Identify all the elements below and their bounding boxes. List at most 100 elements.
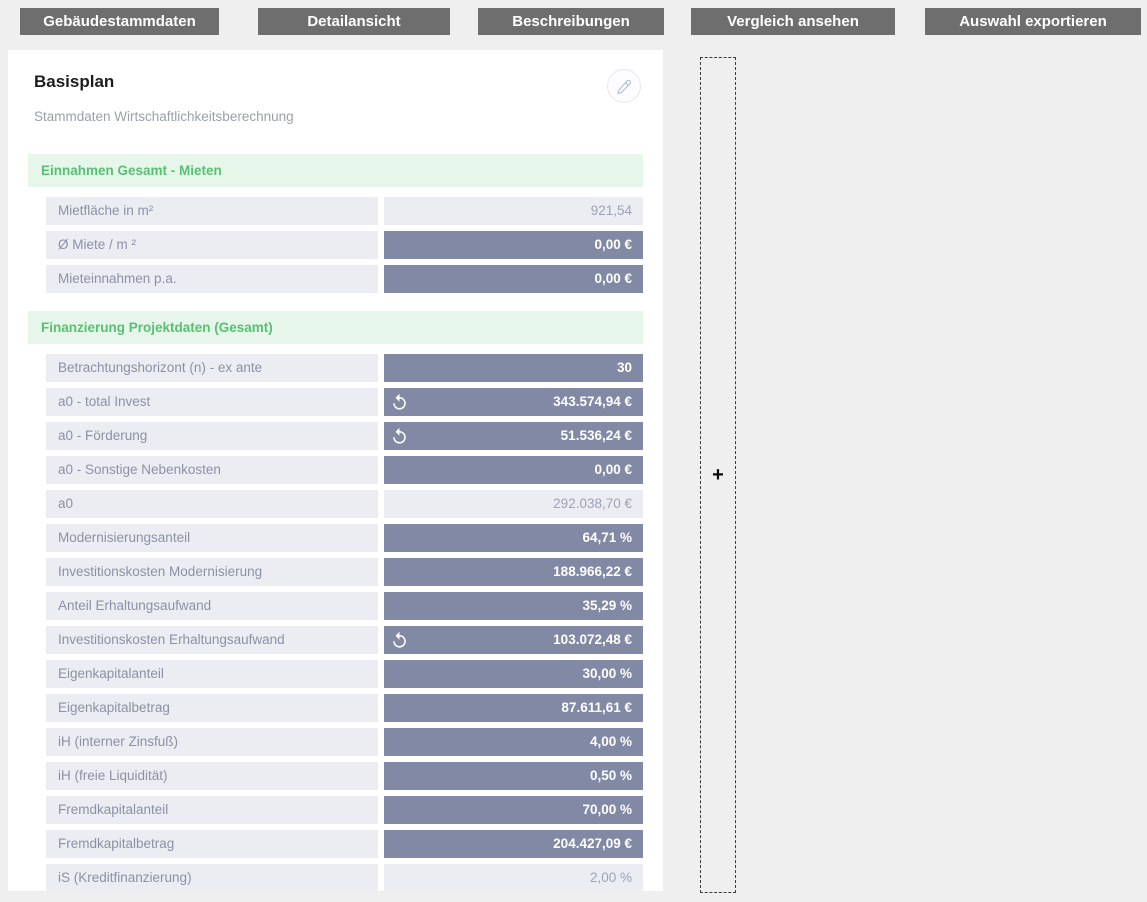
field-value: 4,00 % xyxy=(589,734,632,749)
field-label: iH (freie Liquidität) xyxy=(46,762,378,790)
field-value: 30,00 % xyxy=(582,666,632,681)
field-label: Betrachtungshorizont (n) - ex ante xyxy=(46,354,378,382)
field-label: a0 xyxy=(46,490,378,518)
pencil-icon xyxy=(617,79,631,94)
button-beschreibungen[interactable]: Beschreibungen xyxy=(478,8,664,35)
section-header: Finanzierung Projektdaten (Gesamt) xyxy=(28,311,643,344)
value-field[interactable]: 204.427,09 € xyxy=(384,830,643,858)
field-row: Mietfläche in m² 921,54 xyxy=(46,197,643,225)
field-row: Investitionskosten Erhaltungsaufwand 103… xyxy=(46,626,643,654)
field-row: Betrachtungshorizont (n) - ex ante 30 xyxy=(46,354,643,382)
plan-sections: Einnahmen Gesamt - Mieten Mietfläche in … xyxy=(8,154,663,891)
field-label: a0 - Förderung xyxy=(46,422,378,450)
field-label: Anteil Erhaltungsaufwand xyxy=(46,592,378,620)
section-rows: Mietfläche in m² 921,54 Ø Miete / m ² 0,… xyxy=(8,197,663,293)
value-field[interactable]: 70,00 % xyxy=(384,796,643,824)
field-value: 103.072,48 € xyxy=(553,632,632,647)
field-value: 292.038,70 € xyxy=(553,496,632,511)
value-field[interactable]: 87.611,61 € xyxy=(384,694,643,722)
field-row: a0 - Sonstige Nebenkosten 0,00 € xyxy=(46,456,643,484)
field-row: iH (interner Zinsfuß) 4,00 % xyxy=(46,728,643,756)
field-row: Eigenkapitalbetrag 87.611,61 € xyxy=(46,694,643,722)
field-row: Modernisierungsanteil 64,71 % xyxy=(46,524,643,552)
section-rows: Betrachtungshorizont (n) - ex ante 30 a0… xyxy=(8,354,663,891)
field-value: 70,00 % xyxy=(582,802,632,817)
value-field[interactable]: 103.072,48 € xyxy=(384,626,643,654)
field-label: a0 - total Invest xyxy=(46,388,378,416)
field-value: 51.536,24 € xyxy=(560,428,632,443)
value-field[interactable]: 64,71 % xyxy=(384,524,643,552)
value-field[interactable]: 0,00 € xyxy=(384,456,643,484)
field-value: 921,54 xyxy=(590,203,632,218)
plan-title: Basisplan xyxy=(34,72,115,91)
field-label: Eigenkapitalanteil xyxy=(46,660,378,688)
plus-icon: + xyxy=(712,464,724,486)
value-field[interactable]: 0,00 € xyxy=(384,265,643,293)
field-label: iS (Kreditfinanzierung) xyxy=(46,864,378,891)
value-field[interactable]: 188.966,22 € xyxy=(384,558,643,586)
field-label: Mieteinnahmen p.a. xyxy=(46,265,378,293)
field-label: Investitionskosten Modernisierung xyxy=(46,558,378,586)
plan-section: Einnahmen Gesamt - Mieten Mietfläche in … xyxy=(8,154,663,293)
value-field[interactable]: 51.536,24 € xyxy=(384,422,643,450)
field-value: 35,29 % xyxy=(582,598,632,613)
field-row: Eigenkapitalanteil 30,00 % xyxy=(46,660,643,688)
value-field[interactable]: 0,00 € xyxy=(384,231,643,259)
button-auswahl-exportieren[interactable]: Auswahl exportieren xyxy=(925,8,1141,35)
field-label: Investitionskosten Erhaltungsaufwand xyxy=(46,626,378,654)
field-label: Ø Miete / m ² xyxy=(46,231,378,259)
field-row: a0 - total Invest 343.574,94 € xyxy=(46,388,643,416)
field-label: a0 - Sonstige Nebenkosten xyxy=(46,456,378,484)
field-row: Fremdkapitalanteil 70,00 % xyxy=(46,796,643,824)
reset-icon xyxy=(392,393,406,410)
field-row: iS (Kreditfinanzierung) 2,00 % xyxy=(46,864,643,891)
field-label: iH (interner Zinsfuß) xyxy=(46,728,378,756)
field-row: a0 292.038,70 € xyxy=(46,490,643,518)
field-row: iH (freie Liquidität) 0,50 % xyxy=(46,762,643,790)
value-field: 2,00 % xyxy=(384,864,643,891)
field-row: Anteil Erhaltungsaufwand 35,29 % xyxy=(46,592,643,620)
value-field: 921,54 xyxy=(384,197,643,225)
plan-card: Basisplan Stammdaten Wirtschaftlichkeits… xyxy=(8,50,663,891)
field-value: 64,71 % xyxy=(582,530,632,545)
button-gebaeudestammdaten[interactable]: Gebäudestammdaten xyxy=(20,8,219,35)
field-label: Modernisierungsanteil xyxy=(46,524,378,552)
field-value: 204.427,09 € xyxy=(553,836,632,851)
field-value: 0,00 € xyxy=(594,271,632,286)
field-value: 30 xyxy=(616,360,632,375)
plan-subtitle: Stammdaten Wirtschaftlichkeitsberechnung xyxy=(34,109,294,124)
reset-icon xyxy=(392,631,406,648)
value-field[interactable]: 4,00 % xyxy=(384,728,643,756)
plan-card-header: Basisplan Stammdaten Wirtschaftlichkeits… xyxy=(8,50,663,154)
field-value: 0,50 % xyxy=(589,768,632,783)
section-header: Einnahmen Gesamt - Mieten xyxy=(28,154,643,187)
value-field[interactable]: 0,50 % xyxy=(384,762,643,790)
field-label: Mietfläche in m² xyxy=(46,197,378,225)
button-vergleich-ansehen[interactable]: Vergleich ansehen xyxy=(691,8,895,35)
value-field[interactable]: 343.574,94 € xyxy=(384,388,643,416)
reset-button[interactable] xyxy=(388,629,410,651)
field-value: 87.611,61 € xyxy=(561,700,632,715)
button-detailansicht[interactable]: Detailansicht xyxy=(258,8,450,35)
value-field: 292.038,70 € xyxy=(384,490,643,518)
field-value: 0,00 € xyxy=(594,237,632,252)
value-field[interactable]: 35,29 % xyxy=(384,592,643,620)
value-field[interactable]: 30 xyxy=(384,354,643,382)
field-row: Investitionskosten Modernisierung 188.96… xyxy=(46,558,643,586)
reset-button[interactable] xyxy=(388,425,410,447)
field-row: a0 - Förderung 51.536,24 € xyxy=(46,422,643,450)
value-field[interactable]: 30,00 % xyxy=(384,660,643,688)
edit-plan-button[interactable] xyxy=(607,69,641,103)
reset-icon xyxy=(392,427,406,444)
field-row: Ø Miete / m ² 0,00 € xyxy=(46,231,643,259)
field-label: Fremdkapitalanteil xyxy=(46,796,378,824)
field-value: 188.966,22 € xyxy=(553,564,632,579)
field-label: Fremdkapitalbetrag xyxy=(46,830,378,858)
field-label: Eigenkapitalbetrag xyxy=(46,694,378,722)
add-comparison-panel[interactable]: + xyxy=(700,57,736,893)
field-value: 0,00 € xyxy=(594,462,632,477)
field-value: 2,00 % xyxy=(589,870,632,885)
reset-button[interactable] xyxy=(388,391,410,413)
field-value: 343.574,94 € xyxy=(553,394,632,409)
plan-section: Finanzierung Projektdaten (Gesamt) Betra… xyxy=(8,311,663,891)
